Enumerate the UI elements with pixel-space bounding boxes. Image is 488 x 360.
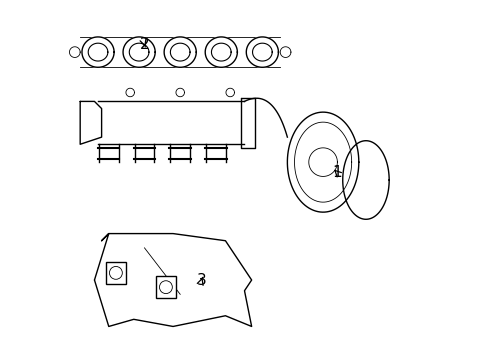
Text: 3: 3 <box>196 273 206 288</box>
Polygon shape <box>205 37 237 67</box>
Circle shape <box>109 266 122 279</box>
Polygon shape <box>252 43 272 61</box>
Polygon shape <box>88 43 108 61</box>
Polygon shape <box>211 43 231 61</box>
Polygon shape <box>246 37 278 67</box>
Text: 1: 1 <box>332 165 342 180</box>
Polygon shape <box>342 141 388 219</box>
Polygon shape <box>170 43 190 61</box>
Polygon shape <box>123 37 155 67</box>
Bar <box>156 276 175 298</box>
Polygon shape <box>164 37 196 67</box>
Polygon shape <box>287 112 358 212</box>
Polygon shape <box>82 37 114 67</box>
Polygon shape <box>80 102 102 144</box>
Bar <box>106 262 125 284</box>
Polygon shape <box>94 234 251 327</box>
Polygon shape <box>241 98 255 148</box>
Polygon shape <box>129 43 149 61</box>
Text: 2: 2 <box>140 37 149 52</box>
Circle shape <box>159 281 172 294</box>
